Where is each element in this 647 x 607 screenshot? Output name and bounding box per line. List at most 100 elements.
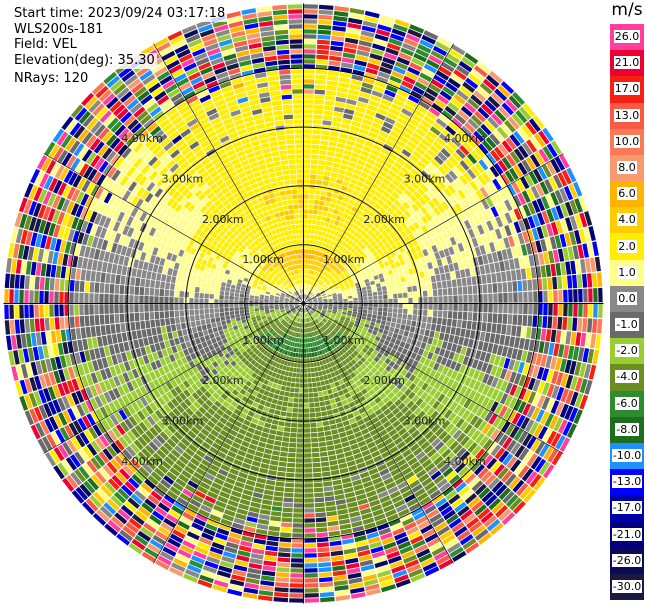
velocity-gate <box>234 559 249 567</box>
velocity-gate <box>328 367 334 373</box>
velocity-gate <box>464 268 471 277</box>
velocity-gate <box>509 336 516 348</box>
velocity-gate <box>119 529 133 542</box>
velocity-gate <box>588 226 596 241</box>
velocity-gate <box>239 347 246 354</box>
velocity-gate <box>160 460 172 470</box>
velocity-gate <box>319 322 324 327</box>
velocity-gate <box>130 427 141 439</box>
velocity-gate <box>184 465 195 475</box>
velocity-gate <box>474 146 485 158</box>
velocity-gate <box>437 501 450 512</box>
velocity-gate <box>336 243 341 249</box>
velocity-gate <box>457 242 465 252</box>
velocity-gate <box>381 230 389 238</box>
velocity-gate <box>280 370 286 376</box>
velocity-gate <box>306 279 309 284</box>
velocity-gate <box>376 28 391 37</box>
velocity-gate <box>73 420 83 434</box>
velocity-gate <box>398 246 406 254</box>
velocity-gate <box>304 473 313 478</box>
velocity-gate <box>296 327 299 333</box>
velocity-gate <box>303 84 315 89</box>
velocity-gate <box>355 540 368 548</box>
velocity-gate <box>342 224 348 230</box>
velocity-gate <box>382 271 389 277</box>
velocity-gate <box>164 356 171 365</box>
velocity-gate <box>406 280 412 287</box>
velocity-gate <box>430 323 437 331</box>
velocity-gate <box>567 246 575 261</box>
velocity-gate <box>230 374 237 381</box>
velocity-gate <box>494 334 501 345</box>
velocity-gate <box>324 100 335 106</box>
velocity-gate <box>191 366 199 374</box>
velocity-gate <box>292 342 296 347</box>
velocity-gate <box>113 399 122 411</box>
velocity-gate <box>441 109 454 121</box>
velocity-gate <box>458 336 465 346</box>
velocity-gate <box>502 314 508 324</box>
velocity-gate <box>495 390 504 403</box>
velocity-gate <box>307 306 311 310</box>
velocity-gate <box>284 371 289 377</box>
velocity-gate <box>35 422 46 438</box>
velocity-gate <box>315 412 322 418</box>
velocity-gate <box>280 446 289 452</box>
velocity-gate <box>409 194 418 203</box>
velocity-gate <box>89 397 99 410</box>
velocity-gate <box>381 344 388 351</box>
velocity-gate <box>308 249 312 255</box>
velocity-gate <box>462 286 468 295</box>
velocity-gate <box>340 315 346 320</box>
velocity-gate <box>393 293 398 299</box>
velocity-gate <box>342 446 352 453</box>
velocity-gate <box>275 328 281 333</box>
velocity-gate <box>320 365 325 371</box>
velocity-gate <box>461 489 474 501</box>
velocity-gate <box>334 5 350 12</box>
velocity-gate <box>435 274 441 282</box>
velocity-gate <box>141 551 156 563</box>
velocity-gate <box>209 546 224 555</box>
velocity-gate <box>356 101 368 109</box>
velocity-gate <box>59 427 70 441</box>
velocity-gate <box>273 378 279 384</box>
velocity-gate <box>477 467 489 479</box>
velocity-gate <box>553 303 558 316</box>
velocity-gate <box>360 171 369 179</box>
velocity-gate <box>188 443 198 453</box>
velocity-gate <box>278 552 291 558</box>
velocity-gate <box>308 274 311 280</box>
velocity-gate <box>336 401 343 408</box>
velocity-gate <box>562 345 570 359</box>
velocity-gate <box>504 382 513 394</box>
velocity-gate <box>251 496 262 504</box>
velocity-gate <box>450 136 462 148</box>
velocity-gate <box>291 347 295 352</box>
velocity-gate <box>248 350 254 356</box>
velocity-gate <box>447 311 453 319</box>
velocity-gate <box>180 437 191 447</box>
velocity-gate <box>338 518 351 525</box>
velocity-gate <box>243 325 249 330</box>
velocity-gate <box>209 356 216 363</box>
velocity-gate <box>39 420 50 435</box>
velocity-gate <box>530 136 542 150</box>
velocity-gate <box>325 384 332 390</box>
velocity-gate <box>150 361 158 371</box>
velocity-gate <box>312 288 317 293</box>
velocity-gate <box>298 403 304 408</box>
velocity-gate <box>488 303 493 313</box>
velocity-gate <box>449 236 457 246</box>
velocity-gate <box>239 338 245 344</box>
velocity-gate <box>427 200 436 209</box>
velocity-gate <box>271 383 278 389</box>
velocity-gate <box>341 399 348 406</box>
velocity-gate <box>307 297 311 301</box>
velocity-gate <box>363 247 369 253</box>
velocity-gate <box>313 260 317 266</box>
velocity-gate <box>261 372 268 379</box>
velocity-gate <box>427 434 438 444</box>
velocity-gate <box>205 523 218 532</box>
